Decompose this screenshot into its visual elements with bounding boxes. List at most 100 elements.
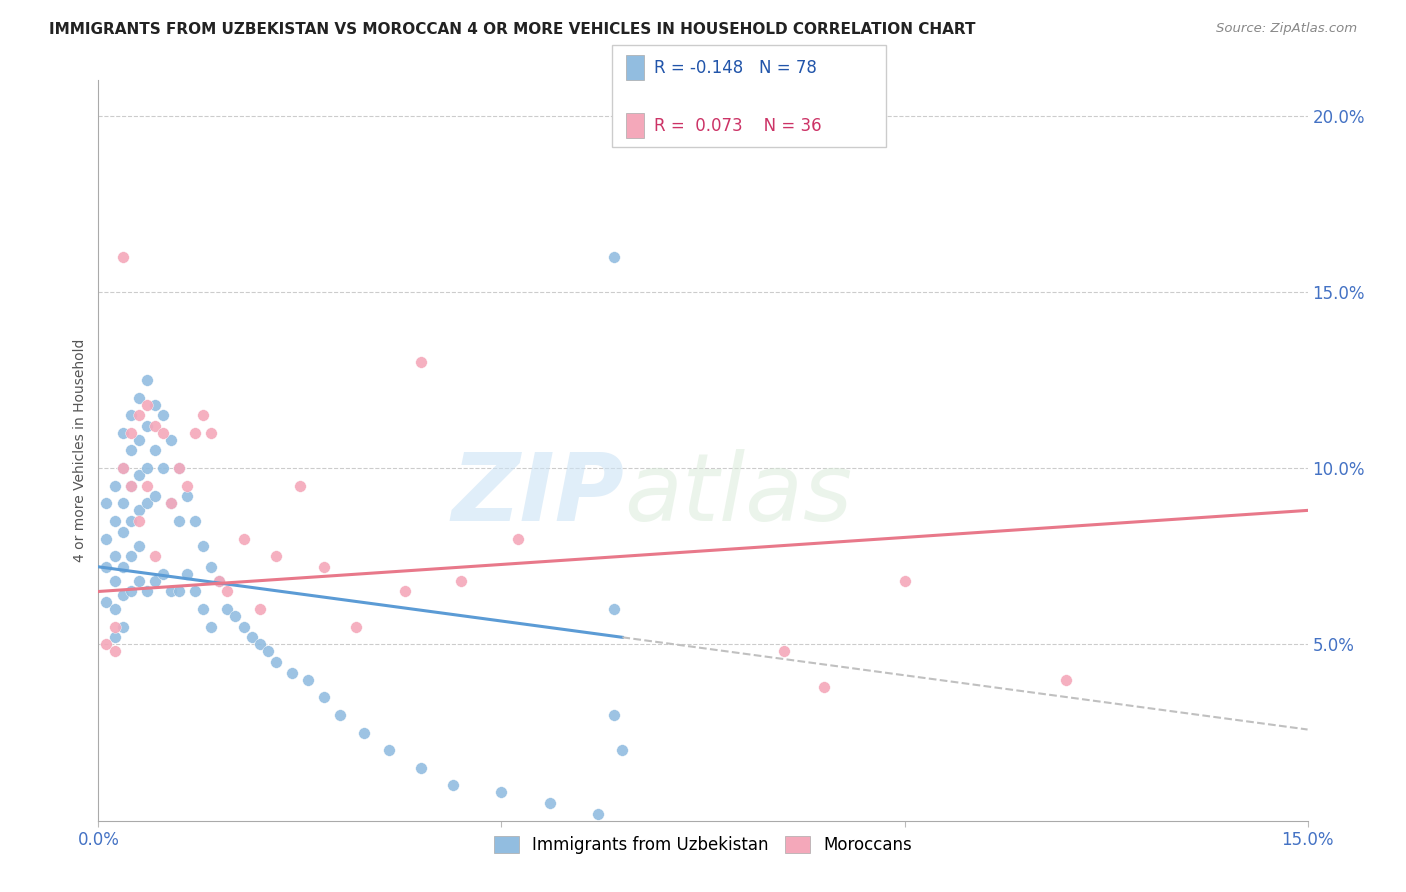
Point	[103, 630, 125, 644]
Point	[120, 479, 142, 493]
Point	[377, 743, 399, 757]
Text: Source: ZipAtlas.com: Source: ZipAtlas.com	[1216, 22, 1357, 36]
Point	[160, 496, 183, 510]
Point	[200, 559, 222, 574]
Point	[103, 514, 125, 528]
Point	[128, 391, 150, 405]
Point	[200, 425, 222, 440]
Point	[224, 609, 246, 624]
Point	[160, 584, 183, 599]
Point	[135, 373, 157, 387]
Point	[120, 479, 142, 493]
Point	[208, 574, 231, 588]
Point	[103, 602, 125, 616]
Point	[103, 549, 125, 564]
Point	[143, 489, 166, 503]
Point	[813, 680, 835, 694]
Point	[208, 574, 231, 588]
Point	[135, 496, 157, 510]
Point	[128, 433, 150, 447]
Point	[353, 725, 375, 739]
Point	[96, 637, 118, 651]
Point	[111, 250, 134, 264]
Point	[135, 479, 157, 493]
Point	[128, 503, 150, 517]
Point	[167, 461, 190, 475]
Point	[103, 644, 125, 658]
Point	[96, 559, 118, 574]
Point	[184, 514, 207, 528]
Point	[193, 602, 215, 616]
Point	[603, 250, 626, 264]
Point	[167, 514, 190, 528]
Point	[96, 532, 118, 546]
Point	[297, 673, 319, 687]
Point	[120, 584, 142, 599]
Point	[176, 489, 198, 503]
Point	[128, 468, 150, 483]
Point	[120, 425, 142, 440]
Point	[176, 566, 198, 581]
Point	[281, 665, 304, 680]
Point	[893, 574, 915, 588]
Point	[103, 479, 125, 493]
Point	[264, 655, 287, 669]
Point	[111, 524, 134, 539]
Text: IMMIGRANTS FROM UZBEKISTAN VS MOROCCAN 4 OR MORE VEHICLES IN HOUSEHOLD CORRELATI: IMMIGRANTS FROM UZBEKISTAN VS MOROCCAN 4…	[49, 22, 976, 37]
Point	[135, 398, 157, 412]
Point	[152, 566, 174, 581]
Point	[232, 532, 254, 546]
Point	[538, 796, 561, 810]
Point	[772, 644, 794, 658]
Point	[249, 637, 271, 651]
Point	[120, 408, 142, 422]
Point	[143, 443, 166, 458]
Legend: Immigrants from Uzbekistan, Moroccans: Immigrants from Uzbekistan, Moroccans	[486, 829, 920, 861]
Point	[1054, 673, 1077, 687]
Point	[111, 425, 134, 440]
Point	[167, 461, 190, 475]
Point	[288, 479, 311, 493]
Point	[128, 539, 150, 553]
Point	[111, 588, 134, 602]
Point	[232, 620, 254, 634]
Point	[103, 574, 125, 588]
Point	[193, 539, 215, 553]
Point	[111, 620, 134, 634]
Point	[160, 433, 183, 447]
Point	[128, 514, 150, 528]
Point	[441, 778, 464, 792]
Point	[394, 584, 416, 599]
Point	[128, 408, 150, 422]
Point	[103, 620, 125, 634]
Point	[152, 408, 174, 422]
Point	[249, 602, 271, 616]
Point	[491, 785, 513, 799]
Point	[240, 630, 263, 644]
Point	[152, 425, 174, 440]
Point	[167, 584, 190, 599]
Point	[135, 584, 157, 599]
Point	[184, 584, 207, 599]
Point	[160, 496, 183, 510]
Point	[120, 549, 142, 564]
Point	[143, 418, 166, 433]
Point	[314, 690, 336, 705]
Point	[506, 532, 529, 546]
Point	[603, 602, 626, 616]
Point	[120, 443, 142, 458]
Text: R = -0.148   N = 78: R = -0.148 N = 78	[654, 59, 817, 77]
Point	[128, 574, 150, 588]
Point	[200, 620, 222, 634]
Point	[135, 461, 157, 475]
Point	[409, 761, 432, 775]
Point	[184, 425, 207, 440]
Point	[120, 514, 142, 528]
Point	[152, 461, 174, 475]
Point	[111, 461, 134, 475]
Point	[111, 496, 134, 510]
Point	[329, 707, 352, 722]
Point	[344, 620, 367, 634]
Point	[612, 743, 634, 757]
Y-axis label: 4 or more Vehicles in Household: 4 or more Vehicles in Household	[73, 339, 87, 562]
